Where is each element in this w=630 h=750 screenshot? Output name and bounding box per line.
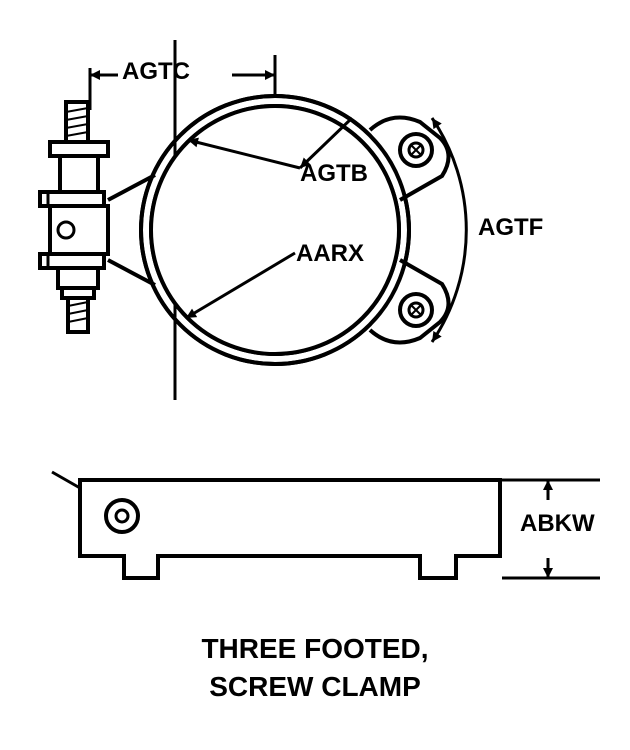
screw-clamp-assembly (40, 102, 155, 332)
title-line-1: THREE FOOTED, (0, 630, 630, 668)
diagram-root: AGTC AGTB AARX AGTF ABKW THREE FOOTED, S… (0, 0, 630, 750)
label-aarx: AARX (296, 240, 364, 268)
label-agtf: AGTF (478, 214, 543, 242)
title-line-2: SCREW CLAMP (0, 668, 630, 706)
label-abkw: ABKW (520, 510, 595, 538)
side-view (52, 472, 500, 578)
diagram-title: THREE FOOTED, SCREW CLAMP (0, 630, 630, 706)
label-agtc: AGTC (122, 58, 190, 86)
label-agtb: AGTB (300, 160, 368, 188)
